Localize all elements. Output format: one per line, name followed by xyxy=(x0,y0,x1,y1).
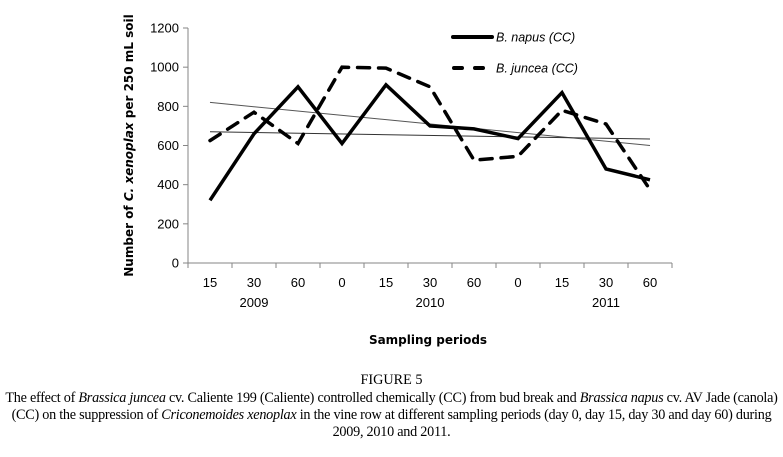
legend-label: B. napus (CC) xyxy=(496,31,575,45)
x-tick-label: 15 xyxy=(555,275,569,290)
x-group-label: 2010 xyxy=(416,295,445,310)
y-axis-title: Number of C. xenoplax per 250 mL soil xyxy=(122,14,136,276)
figure-label: FIGURE 5 xyxy=(360,372,423,388)
x-tick-label: 30 xyxy=(247,275,261,290)
x-group-label: 2009 xyxy=(240,295,269,310)
caption-text: The effect of xyxy=(5,390,79,406)
x-axis-title: Sampling periods xyxy=(369,333,487,347)
y-tick-label: 1000 xyxy=(150,60,179,75)
x-tick-label: 30 xyxy=(599,275,613,290)
y-axis: 0 200 400 600 800 1000 1200 xyxy=(150,21,189,271)
x-tick-label: 30 xyxy=(423,275,437,290)
figure-caption: The effect of Brassica juncea cv. Calien… xyxy=(2,390,781,441)
caption-species-name: Brassica juncea xyxy=(78,390,166,406)
caption-text: cv. AV Jade (canola) (CC) on the suppres… xyxy=(11,390,778,423)
y-axis-title-part: per 250 mL soil xyxy=(122,14,136,122)
x-tick-label: 0 xyxy=(338,275,345,290)
y-axis-title-part: C. xenoplax xyxy=(122,121,136,201)
x-tick-label: 0 xyxy=(514,275,521,290)
y-tick-label: 600 xyxy=(157,138,179,153)
legend: B. napus (CC) B. juncea (CC) xyxy=(451,31,578,76)
caption-text: in the vine row at different sampling pe… xyxy=(296,407,772,440)
x-tick-label: 15 xyxy=(379,275,393,290)
x-tick-label: 60 xyxy=(467,275,481,290)
series-line-b-napus-cc xyxy=(208,82,651,202)
y-tick-label: 400 xyxy=(157,177,179,192)
caption-text: cv. Caliente 199 (Caliente) controlled c… xyxy=(165,390,580,406)
x-tick-label: 60 xyxy=(643,275,657,290)
legend-label: B. juncea (CC) xyxy=(496,62,578,76)
y-tick-label: 0 xyxy=(172,256,179,271)
y-axis-title-part: Number of xyxy=(122,201,136,277)
y-tick-label: 800 xyxy=(157,99,179,114)
x-tick-label: 60 xyxy=(291,275,305,290)
x-group-label: 2011 xyxy=(592,295,620,310)
series-line-b-juncea-cc xyxy=(208,65,652,192)
x-tick-label: 15 xyxy=(203,275,217,290)
y-tick-label: 200 xyxy=(157,216,179,231)
caption-species-name: Criconemoides xenoplax xyxy=(161,407,297,423)
x-axis: 15 30 60 0 15 30 60 0 15 30 60 2009 2010 2011 xyxy=(187,262,673,310)
y-tick-label: 1200 xyxy=(150,21,179,36)
series-lines xyxy=(208,65,652,202)
caption-species-name: Brassica napus xyxy=(579,390,664,406)
